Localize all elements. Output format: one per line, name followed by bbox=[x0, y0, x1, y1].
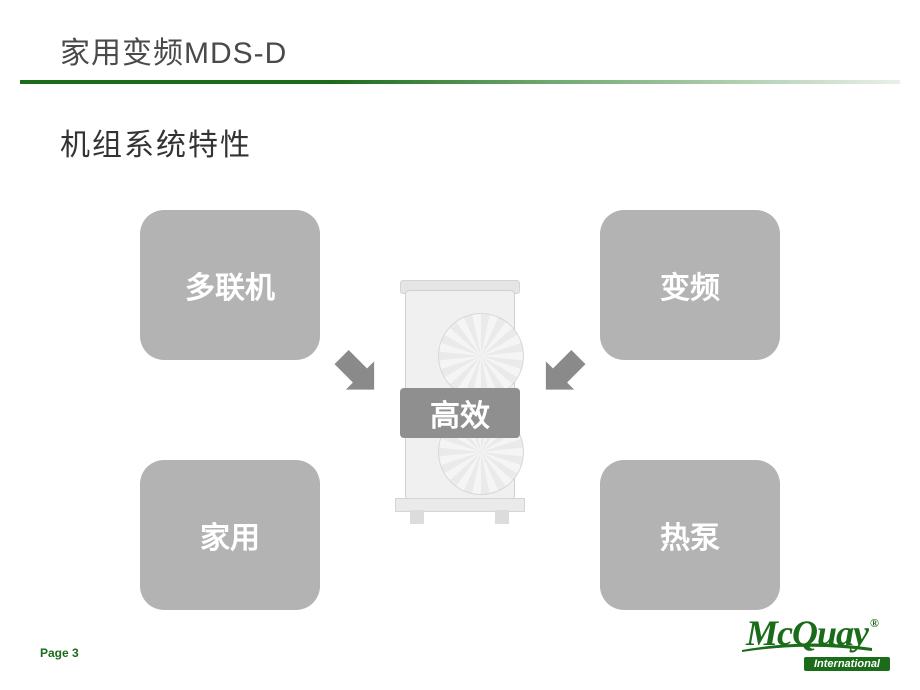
arrow-shape bbox=[537, 348, 587, 398]
mcquay-logo: McQuay® International bbox=[746, 612, 890, 672]
arrow-shape bbox=[332, 348, 382, 398]
feature-box-multi-unit: 多联机 bbox=[140, 210, 320, 360]
feature-box-residential: 家用 bbox=[140, 460, 320, 610]
registered-icon: ® bbox=[870, 616, 878, 630]
logo-main-text: McQuay® bbox=[746, 612, 890, 654]
feature-label: 家用 bbox=[200, 513, 260, 557]
slide-title: 家用变频MDS-D bbox=[60, 28, 287, 72]
page-number: Page 3 bbox=[40, 646, 79, 660]
unit-leg bbox=[410, 510, 424, 524]
feature-label: 热泵 bbox=[660, 513, 720, 557]
center-badge-efficient: 高效 bbox=[400, 388, 520, 438]
arrow-icon bbox=[332, 348, 382, 398]
logo-sub-text: International bbox=[804, 657, 890, 671]
arrow-icon bbox=[537, 348, 587, 398]
fan-icon bbox=[438, 313, 524, 399]
feature-label: 变频 bbox=[660, 263, 720, 307]
feature-label: 多联机 bbox=[185, 263, 275, 307]
slide-subtitle: 机组系统特性 bbox=[60, 120, 252, 164]
feature-box-inverter: 变频 bbox=[600, 210, 780, 360]
divider-line bbox=[20, 80, 900, 84]
center-label-text: 高效 bbox=[430, 391, 490, 435]
swoosh-icon bbox=[742, 642, 872, 652]
slide: 家用变频MDS-D 机组系统特性 多联机 变频 家用 热泵 高效 Page 3 … bbox=[0, 0, 920, 690]
unit-leg bbox=[495, 510, 509, 524]
feature-box-heatpump: 热泵 bbox=[600, 460, 780, 610]
